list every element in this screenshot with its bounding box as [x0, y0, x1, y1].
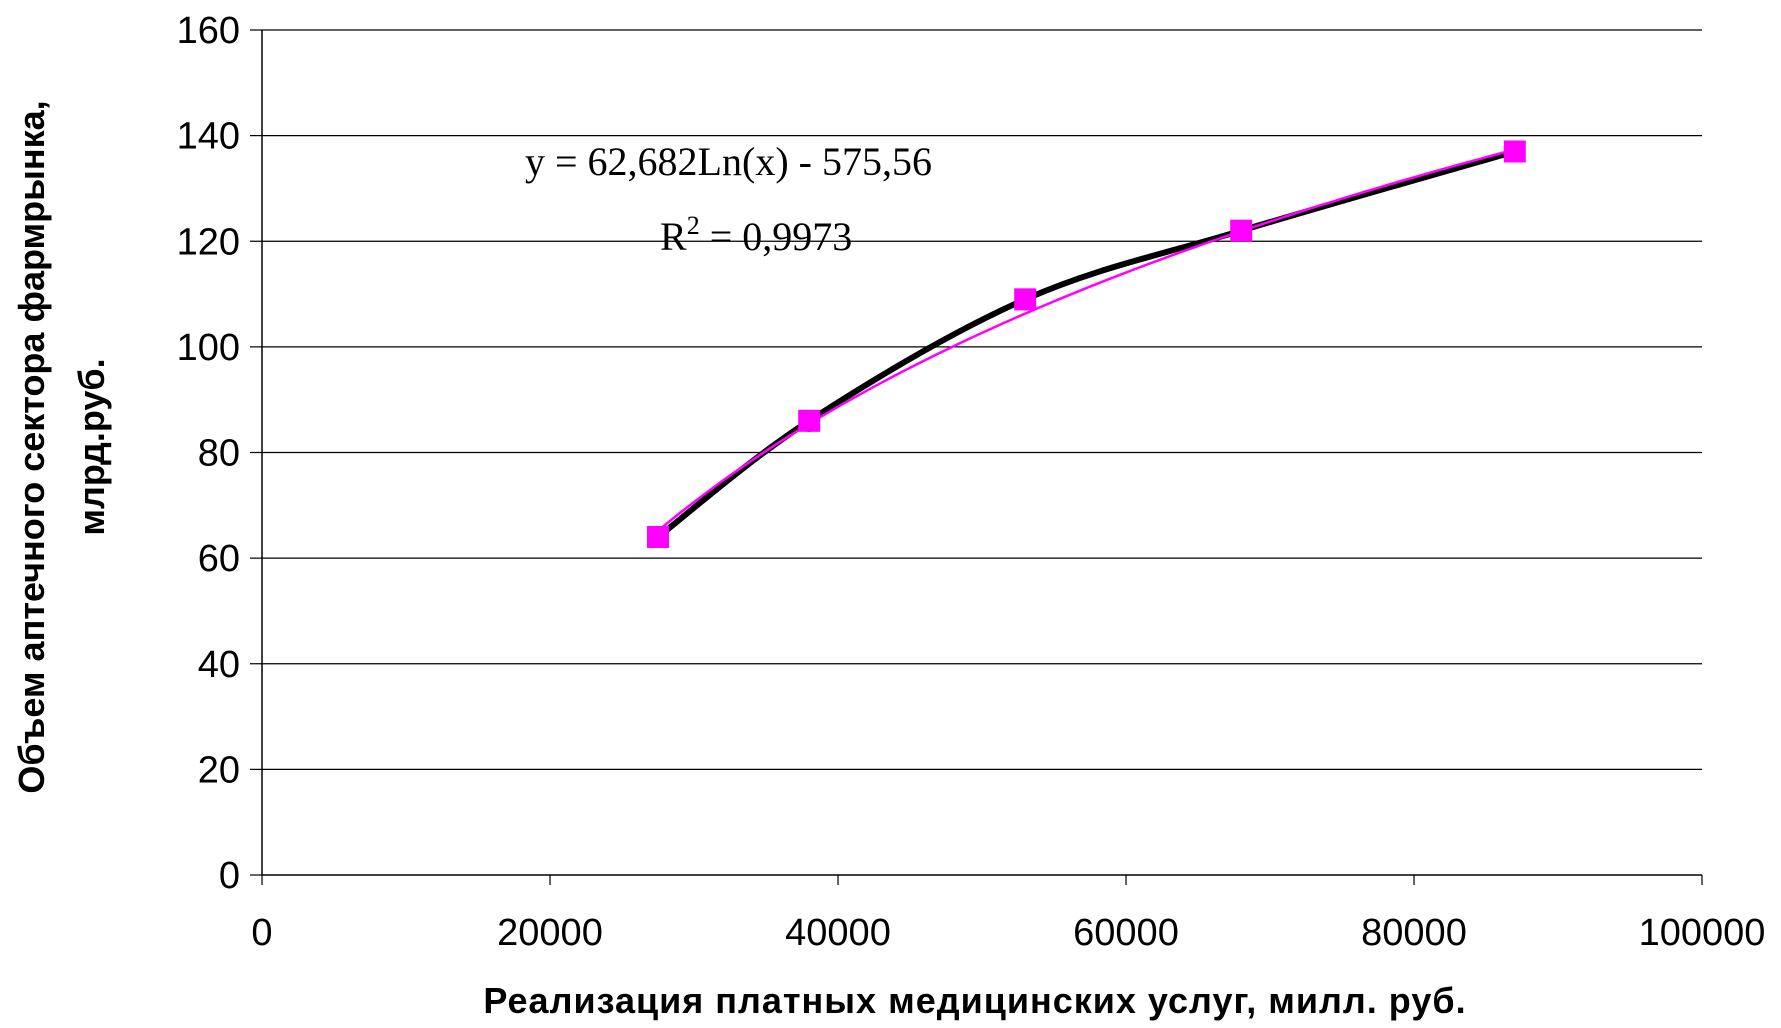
trendline-r-squared: R2 = 0,9973: [660, 211, 852, 259]
r2-suffix: = 0,9973: [700, 214, 853, 259]
y-tick-label: 20: [198, 749, 240, 791]
y-axis-title-line1: Объем аптечного сектора фармрынка,: [11, 100, 52, 793]
y-tick-label: 40: [198, 644, 240, 686]
trend-point-marker: [798, 409, 821, 432]
y-tick-label: 120: [177, 221, 240, 263]
x-tick-label: 100000: [1639, 912, 1766, 954]
trend-point-marker: [1014, 288, 1037, 311]
trend-point-marker: [647, 526, 669, 548]
y-tick-label: 160: [177, 10, 240, 52]
x-tick-label: 40000: [785, 912, 891, 954]
trend-point-marker: [1503, 140, 1526, 163]
x-tick-label: 60000: [1073, 912, 1179, 954]
y-tick-label: 60: [198, 538, 240, 580]
data-series-line: [656, 148, 1516, 540]
grid: [262, 29, 1702, 770]
r2-prefix: R: [660, 214, 687, 259]
x-tick-label: 20000: [497, 912, 603, 954]
trend-point-marker: [1230, 219, 1253, 242]
trendline-equation: y = 62,682Ln(x) - 575,56: [525, 139, 932, 184]
r2-exponent: 2: [687, 211, 700, 240]
y-tick-label: 0: [219, 855, 240, 897]
x-tick-label: 80000: [1361, 912, 1467, 954]
y-axis-title-line2: млрд.руб.: [71, 358, 112, 535]
series: [647, 140, 1526, 548]
x-axis-title: Реализация платных медицинских услуг, ми…: [483, 980, 1466, 1021]
trendline-curve: [657, 148, 1516, 532]
y-tick-label: 140: [177, 116, 240, 158]
y-tick-label: 80: [198, 433, 240, 475]
tick-labels: 0 20 40 60 80 100 120 140 160 0 20000 40000 60000 800…: [177, 10, 1766, 954]
y-tick-label: 100: [177, 327, 240, 369]
x-tick-label: 0: [251, 912, 272, 954]
